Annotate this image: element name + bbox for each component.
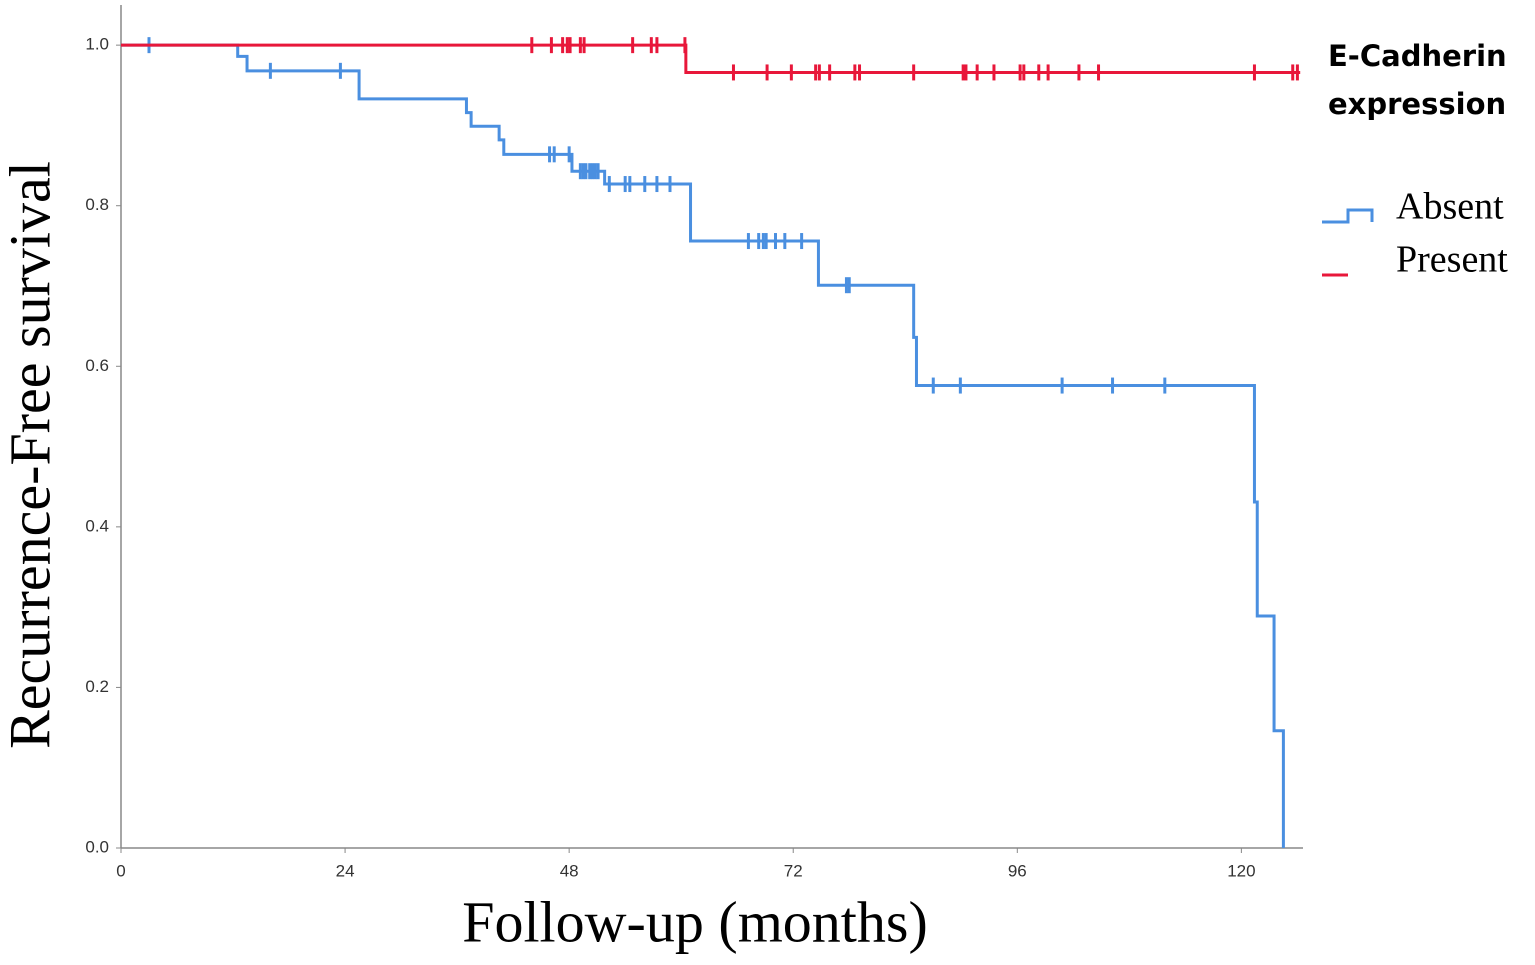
x-tick-label: 72 bbox=[784, 861, 803, 880]
x-tick-label: 24 bbox=[336, 861, 355, 880]
y-tick-label: 0.8 bbox=[85, 195, 109, 214]
x-axis-title: Follow-up (months) bbox=[462, 889, 928, 954]
y-tick-label: 0.0 bbox=[85, 837, 109, 856]
y-tick-label: 1.0 bbox=[85, 35, 109, 54]
x-tick-label: 0 bbox=[116, 861, 125, 880]
legend-swatch bbox=[1322, 208, 1374, 224]
legend-title: E-Cadherin expression bbox=[1328, 39, 1507, 121]
y-tick-label: 0.6 bbox=[85, 356, 109, 375]
x-tick-label: 48 bbox=[560, 861, 579, 880]
x-tick-label: 120 bbox=[1227, 861, 1255, 880]
legend-label: Absent bbox=[1396, 186, 1504, 228]
survival-curve bbox=[121, 43, 1301, 74]
y-axis-title: Recurrence-Free survival bbox=[0, 161, 62, 749]
survival-curve bbox=[121, 43, 1285, 848]
y-tick-label: 0.2 bbox=[85, 677, 109, 696]
y-tick-label: 0.4 bbox=[85, 516, 109, 535]
legend-label: Present bbox=[1396, 239, 1508, 281]
x-tick-label: 96 bbox=[1008, 861, 1027, 880]
